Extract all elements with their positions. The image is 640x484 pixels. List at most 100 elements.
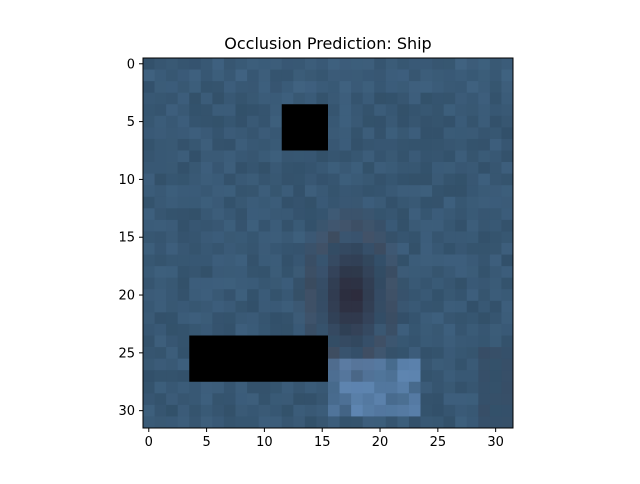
y-tick-label: 25 xyxy=(118,346,135,361)
image-pixel xyxy=(316,289,329,302)
image-pixel xyxy=(478,219,491,232)
image-pixel xyxy=(501,266,514,279)
image-pixel xyxy=(143,370,155,383)
image-pixel xyxy=(189,381,202,394)
image-pixel xyxy=(247,150,260,163)
image-pixel xyxy=(501,127,514,140)
image-pixel xyxy=(420,335,433,348)
image-pixel xyxy=(466,312,479,325)
image-pixel xyxy=(351,115,364,128)
image-pixel xyxy=(397,219,410,232)
image-pixel xyxy=(293,173,306,186)
image-pixel xyxy=(351,243,364,255)
image-pixel xyxy=(374,81,387,94)
image-pixel xyxy=(339,404,352,417)
image-pixel xyxy=(258,254,271,267)
image-pixel xyxy=(247,115,260,128)
image-pixel xyxy=(489,381,502,394)
image-pixel xyxy=(478,127,491,140)
image-pixel xyxy=(501,393,514,406)
image-pixel xyxy=(143,115,155,128)
image-pixel xyxy=(189,243,202,255)
image-pixel xyxy=(374,312,387,325)
image-pixel xyxy=(235,92,248,105)
image-pixel xyxy=(212,185,225,198)
image-pixel xyxy=(258,404,271,417)
image-pixel xyxy=(408,416,421,429)
image-pixel xyxy=(200,104,213,117)
image-pixel xyxy=(351,81,364,94)
image-pixel xyxy=(397,358,410,371)
image-pixel xyxy=(432,347,445,360)
image-pixel xyxy=(270,196,283,209)
image-pixel xyxy=(281,277,294,290)
image-pixel xyxy=(443,92,456,105)
image-pixel xyxy=(385,127,398,140)
image-pixel xyxy=(339,104,352,117)
image-pixel xyxy=(270,323,283,336)
image-pixel xyxy=(177,243,190,255)
image-pixel xyxy=(258,115,271,128)
image-pixel xyxy=(420,358,433,371)
image-pixel xyxy=(397,393,410,406)
image-pixel xyxy=(501,347,514,360)
image-pixel xyxy=(166,358,179,371)
image-pixel xyxy=(432,277,445,290)
image-pixel xyxy=(328,104,340,117)
image-pixel xyxy=(408,277,421,290)
image-pixel xyxy=(258,58,271,70)
image-pixel xyxy=(385,416,398,429)
image-pixel xyxy=(281,58,294,70)
image-pixel xyxy=(223,173,236,186)
image-pixel xyxy=(420,173,433,186)
image-pixel xyxy=(374,104,387,117)
image-pixel xyxy=(443,381,456,394)
image-pixel xyxy=(374,300,387,313)
image-pixel xyxy=(443,289,456,302)
image-pixel xyxy=(316,196,329,209)
image-pixel xyxy=(351,300,364,313)
image-pixel xyxy=(489,58,502,70)
image-pixel xyxy=(420,196,433,209)
image-pixel xyxy=(339,370,352,383)
image-pixel xyxy=(397,312,410,325)
image-pixel xyxy=(177,335,190,348)
image-pixel xyxy=(501,358,514,371)
image-pixel xyxy=(478,173,491,186)
image-pixel xyxy=(143,185,155,198)
image-pixel xyxy=(270,393,283,406)
image-pixel xyxy=(212,196,225,209)
image-pixel xyxy=(478,162,491,175)
image-pixel xyxy=(362,81,375,94)
image-pixel xyxy=(455,312,468,325)
image-pixel xyxy=(362,219,375,232)
image-pixel xyxy=(212,219,225,232)
image-pixel xyxy=(223,104,236,117)
image-pixel xyxy=(443,127,456,140)
image-pixel xyxy=(489,185,502,198)
image-pixel xyxy=(351,92,364,105)
image-pixel xyxy=(247,69,260,82)
image-pixel xyxy=(258,162,271,175)
image-pixel xyxy=(247,404,260,417)
image-pixel xyxy=(420,266,433,279)
image-pixel xyxy=(270,219,283,232)
image-pixel xyxy=(247,254,260,267)
image-pixel xyxy=(455,138,468,151)
image-pixel xyxy=(316,254,329,267)
image-pixel xyxy=(432,92,445,105)
image-pixel xyxy=(200,196,213,209)
image-pixel xyxy=(304,219,317,232)
image-pixel xyxy=(466,323,479,336)
image-pixel xyxy=(223,381,236,394)
image-pixel xyxy=(166,173,179,186)
image-pixel xyxy=(235,277,248,290)
image-pixel xyxy=(328,404,340,417)
image-pixel xyxy=(200,81,213,94)
image-pixel xyxy=(281,196,294,209)
image-pixel xyxy=(200,231,213,244)
image-pixel xyxy=(362,289,375,302)
image-pixel xyxy=(223,266,236,279)
image-pixel xyxy=(270,266,283,279)
image-pixel xyxy=(466,162,479,175)
